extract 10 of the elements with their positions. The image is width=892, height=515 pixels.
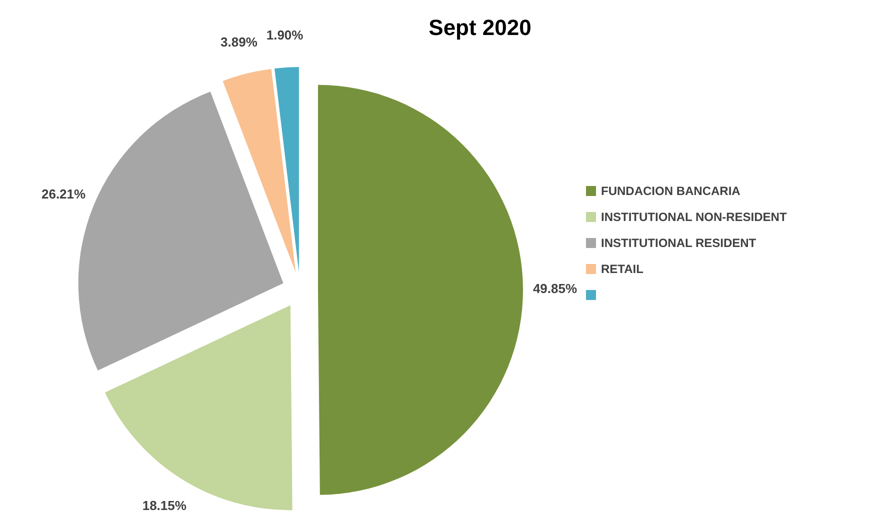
legend-label: RETAIL xyxy=(601,262,644,276)
data-label: 3.89% xyxy=(220,34,258,50)
data-label: 26.21% xyxy=(41,186,86,202)
legend-label: INSTITUTIONAL RESIDENT xyxy=(601,236,757,250)
legend-label: INSTITUTIONAL NON-RESIDENT xyxy=(601,210,788,224)
legend-label: FUNDACION BANCARIA xyxy=(601,184,741,198)
chart-title: Sept 2020 xyxy=(428,15,532,40)
data-label: 49.85% xyxy=(532,280,578,296)
data-label: 1.90% xyxy=(266,27,304,42)
data-label: 18.15% xyxy=(142,498,187,513)
